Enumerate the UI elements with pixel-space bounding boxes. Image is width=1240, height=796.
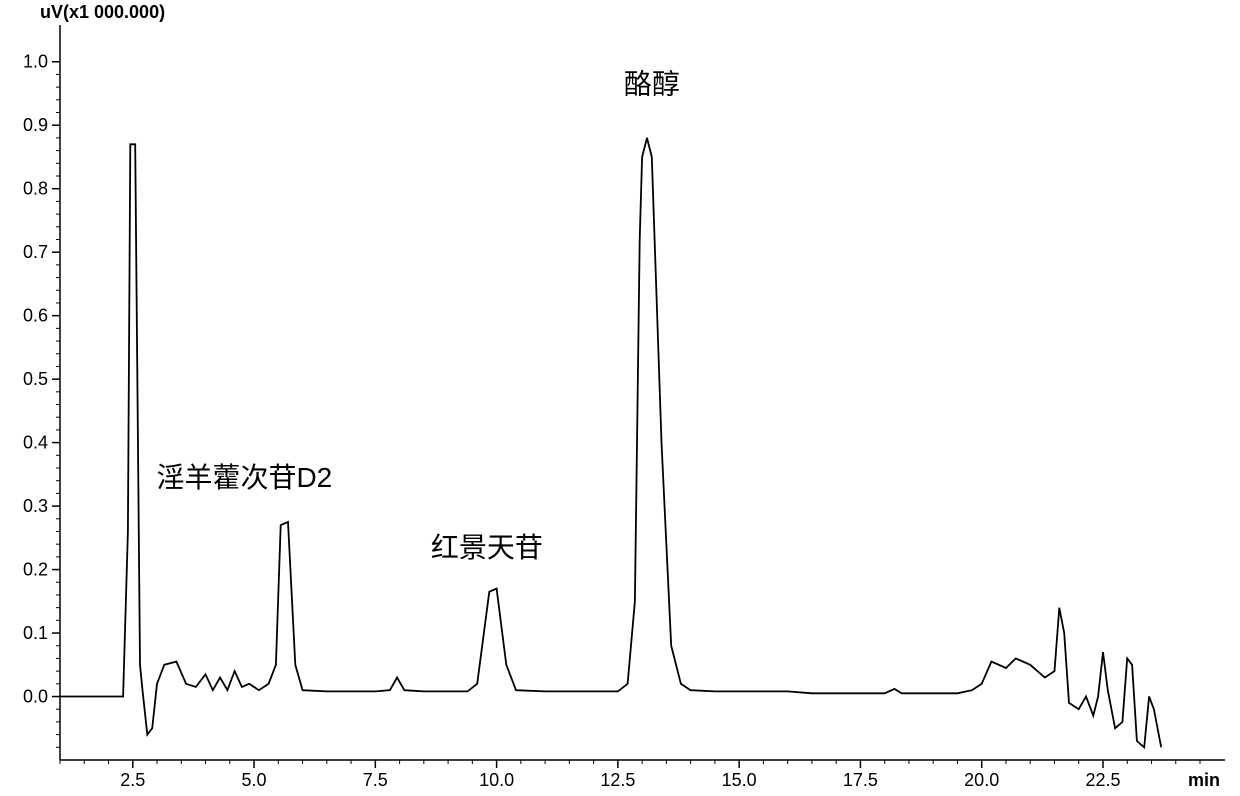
svg-text:22.5: 22.5 [1085,770,1120,790]
svg-text:5.0: 5.0 [242,770,267,790]
svg-text:0.3: 0.3 [23,496,48,516]
peak-label: 酪醇 [624,68,680,99]
svg-text:0.7: 0.7 [23,242,48,262]
svg-text:min: min [1188,770,1220,790]
chart-svg: uV(x1 000.000) 0.0 0.1 0.2 0.3 0.4 0.5 0.6 0.7 0.… [0,0,1240,796]
svg-text:12.5: 12.5 [600,770,635,790]
peak-label: 淫羊藿次苷D2 [156,462,332,493]
svg-text:uV(x1 000.000): uV(x1 000.000) [40,2,165,22]
svg-text:0.1: 0.1 [23,623,48,643]
svg-text:1.0: 1.0 [23,52,48,72]
svg-text:0.0: 0.0 [23,687,48,707]
chromatogram-chart: uV(x1 000.000) 0.0 0.1 0.2 0.3 0.4 0.5 0.6 0.7 0.… [0,0,1240,796]
svg-text:7.5: 7.5 [363,770,388,790]
svg-text:0.9: 0.9 [23,115,48,135]
peak-label: 红景天苷 [431,532,543,563]
svg-text:15.0: 15.0 [722,770,757,790]
svg-text:20.0: 20.0 [964,770,999,790]
svg-text:10.0: 10.0 [479,770,514,790]
svg-text:0.4: 0.4 [23,433,48,453]
svg-text:0.2: 0.2 [23,560,48,580]
svg-text:0.8: 0.8 [23,179,48,199]
svg-text:2.5: 2.5 [120,770,145,790]
svg-text:0.6: 0.6 [23,306,48,326]
svg-text:17.5: 17.5 [843,770,878,790]
svg-text:0.5: 0.5 [23,369,48,389]
